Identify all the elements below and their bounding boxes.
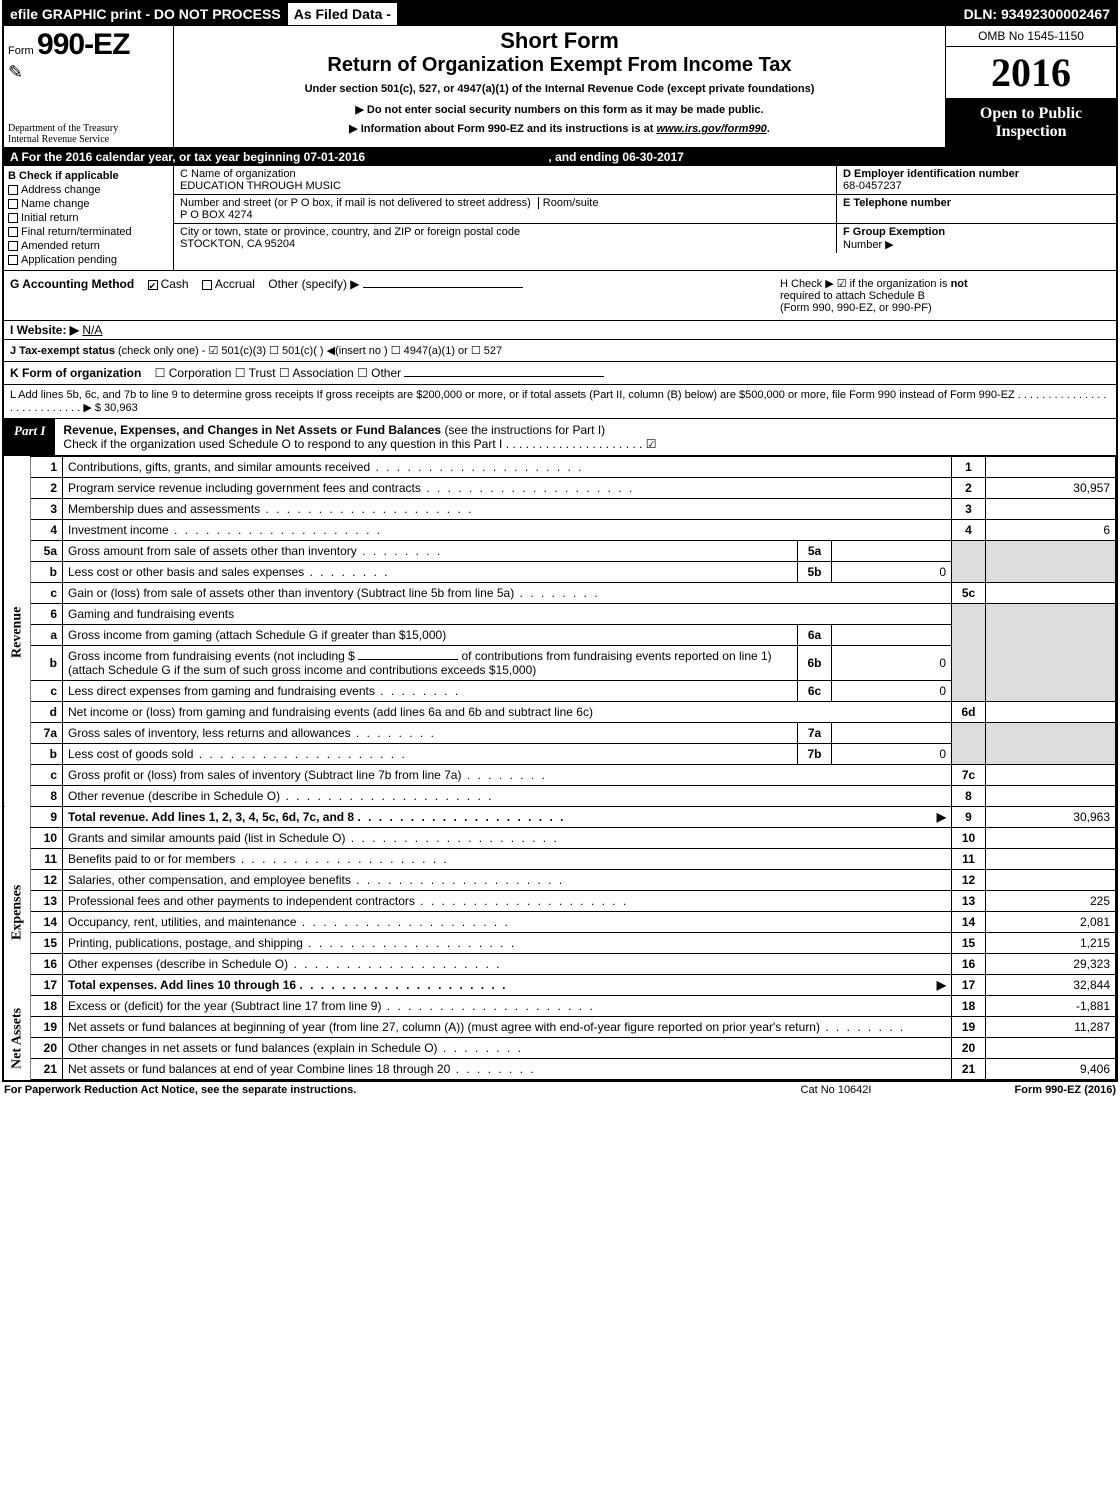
- b-title: B Check if applicable: [8, 170, 169, 182]
- k-form-org: K Form of organization ☐ Corporation ☐ T…: [4, 362, 1116, 385]
- k-other-input[interactable]: [404, 376, 604, 377]
- contrib-amount-input[interactable]: [358, 659, 458, 660]
- info-about: ▶ Information about Form 990-EZ and its …: [178, 122, 941, 135]
- line-16-val: 29,323: [986, 954, 1116, 975]
- section-cdef: C Name of organization EDUCATION THROUGH…: [174, 166, 1116, 270]
- form-990ez: efile GRAPHIC print - DO NOT PROCESS As …: [2, 0, 1118, 1082]
- footer-form-ref: Form 990-EZ (2016): [936, 1084, 1116, 1096]
- part-i-title: Revenue, Expenses, and Changes in Net As…: [55, 419, 1116, 455]
- year-end: 06-30-2017: [622, 150, 683, 164]
- line-6c-val: 0: [832, 681, 952, 702]
- section-bcdef: B Check if applicable Address change Nam…: [4, 166, 1116, 271]
- top-bar: efile GRAPHIC print - DO NOT PROCESS As …: [4, 2, 1116, 26]
- irs-link[interactable]: www.irs.gov/form990: [657, 123, 767, 135]
- cb-application-pending[interactable]: Application pending: [8, 254, 169, 266]
- part-i-header: Part I Revenue, Expenses, and Changes in…: [4, 419, 1116, 456]
- org-name: EDUCATION THROUGH MUSIC: [180, 180, 830, 192]
- e-phone-box: E Telephone number: [836, 195, 1116, 223]
- footer-cat-no: Cat No 10642I: [736, 1084, 936, 1096]
- footer-left: For Paperwork Reduction Act Notice, see …: [4, 1084, 736, 1096]
- form-prefix: Form: [8, 45, 34, 57]
- ein-value: 68-0457237: [843, 180, 1110, 192]
- cb-initial-return[interactable]: Initial return: [8, 212, 169, 224]
- no-ssn-note: ▶ Do not enter social security numbers o…: [178, 103, 941, 116]
- cb-accrual[interactable]: [202, 280, 212, 290]
- side-revenue: Revenue: [4, 457, 31, 807]
- line-1-desc: Contributions, gifts, grants, and simila…: [63, 457, 952, 478]
- header: Form 990-EZ ✎ Department of the Treasury…: [4, 26, 1116, 148]
- h-check: H Check ▶ ☑ if the organization is not r…: [780, 277, 1110, 314]
- line-1-num: 1: [31, 457, 63, 478]
- side-net-assets: Net Assets: [4, 996, 31, 1080]
- omb-number: OMB No 1545-1150: [946, 26, 1116, 47]
- row-a-tax-year: A For the 2016 calendar year, or tax yea…: [4, 148, 1116, 166]
- line-4-val: 6: [986, 520, 1116, 541]
- main-title: Return of Organization Exempt From Incom…: [178, 54, 941, 77]
- i-website-row: I Website: ▶ N/A: [4, 321, 1116, 340]
- line-13-val: 225: [986, 891, 1116, 912]
- arrow-icon: ▶: [937, 978, 946, 992]
- c-name-box: C Name of organization EDUCATION THROUGH…: [174, 166, 836, 194]
- l-gross-receipts: L Add lines 5b, 6c, and 7b to line 9 to …: [4, 385, 1116, 419]
- tax-year: 2016: [946, 47, 1116, 99]
- year-begin: 07-01-2016: [304, 150, 365, 164]
- other-specify-input[interactable]: [363, 287, 523, 288]
- line-2-val: 30,957: [986, 478, 1116, 499]
- c-city-box: City or town, state or province, country…: [174, 224, 836, 253]
- j-tax-status: J Tax-exempt status (check only one) - ☑…: [4, 340, 1116, 362]
- line-18-val: -1,881: [986, 996, 1116, 1017]
- dept-irs: Internal Revenue Service: [8, 134, 118, 145]
- open-to-public: Open to Public Inspection: [946, 99, 1116, 147]
- under-section: Under section 501(c), 527, or 4947(a)(1)…: [178, 83, 941, 95]
- side-expenses: Expenses: [4, 828, 31, 996]
- cb-amended-return[interactable]: Amended return: [8, 240, 169, 252]
- header-right-box: OMB No 1545-1150 2016 Open to Public Ins…: [946, 26, 1116, 147]
- dept-treasury: Department of the Treasury: [8, 123, 118, 134]
- cb-final-return[interactable]: Final return/terminated: [8, 226, 169, 238]
- arrow-icon: ▶: [937, 810, 946, 824]
- g-accounting: G Accounting Method Cash Accrual Other (…: [10, 277, 780, 314]
- line-17-val: 32,844: [986, 975, 1116, 996]
- cb-cash[interactable]: [148, 280, 158, 290]
- cb-name-change[interactable]: Name change: [8, 198, 169, 210]
- line-19-val: 11,287: [986, 1017, 1116, 1038]
- l-amount: 30,963: [104, 402, 138, 414]
- line-1-val: [986, 457, 1116, 478]
- treasury-seal-icon: ✎: [8, 62, 169, 83]
- topbar-dln: DLN: 93492300002467: [958, 3, 1116, 25]
- line-15-val: 1,215: [986, 933, 1116, 954]
- line-9-val: 30,963: [986, 807, 1116, 828]
- topbar-mid: As Filed Data -: [287, 2, 398, 26]
- dept-labels: Department of the Treasury Internal Reve…: [8, 123, 118, 145]
- line-6b-val: 0: [832, 646, 952, 681]
- line-14-val: 2,081: [986, 912, 1116, 933]
- line-21-val: 9,406: [986, 1059, 1116, 1080]
- part-i-label: Part I: [4, 419, 55, 455]
- website-value: N/A: [82, 323, 102, 337]
- c-addr-box: Number and street (or P O box, if mail i…: [174, 195, 836, 223]
- row-gh: G Accounting Method Cash Accrual Other (…: [4, 271, 1116, 321]
- cb-address-change[interactable]: Address change: [8, 184, 169, 196]
- org-city: STOCKTON, CA 95204: [180, 238, 830, 250]
- section-b: B Check if applicable Address change Nam…: [4, 166, 174, 270]
- part-i-table: Revenue 1 Contributions, gifts, grants, …: [4, 456, 1116, 1080]
- org-address: P O BOX 4274: [180, 209, 830, 221]
- d-ein-box: D Employer identification number 68-0457…: [836, 166, 1116, 194]
- line-5b-val: 0: [832, 562, 952, 583]
- topbar-left: efile GRAPHIC print - DO NOT PROCESS: [4, 3, 287, 25]
- header-form-box: Form 990-EZ ✎ Department of the Treasury…: [4, 26, 174, 147]
- form-number: 990-EZ: [37, 28, 129, 61]
- header-title-box: Short Form Return of Organization Exempt…: [174, 26, 946, 147]
- footer: For Paperwork Reduction Act Notice, see …: [0, 1082, 1120, 1098]
- f-group-box: F Group Exemption Number ▶: [836, 224, 1116, 253]
- line-7b-val: 0: [832, 744, 952, 765]
- short-form-label: Short Form: [178, 28, 941, 54]
